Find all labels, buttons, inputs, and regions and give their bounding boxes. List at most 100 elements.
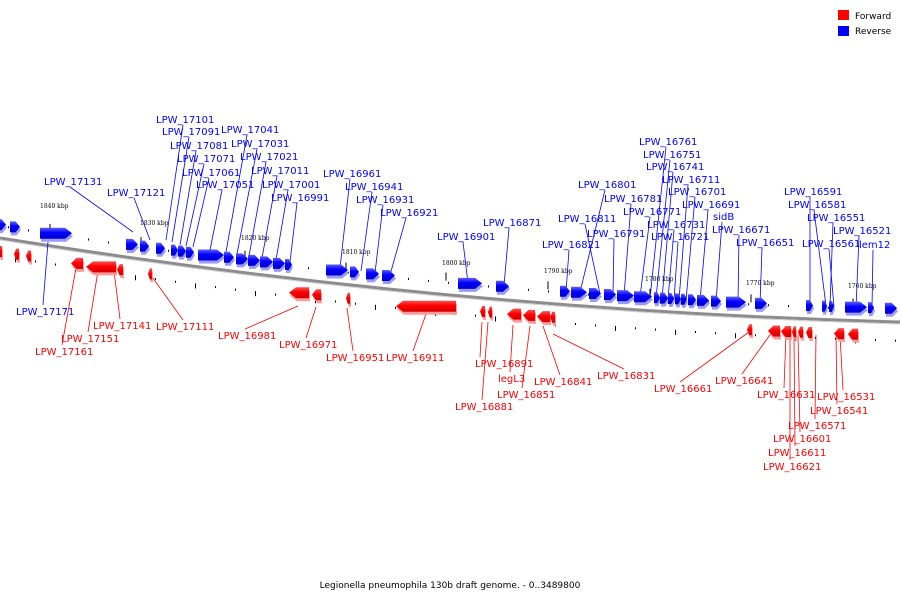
reverse-gene-arrow[interactable]	[126, 238, 138, 250]
reverse-gene-arrow[interactable]	[654, 292, 660, 304]
gene-label[interactable]: LPW_16601	[773, 434, 831, 445]
gene-label[interactable]: LPW_17121	[107, 188, 165, 199]
gene-label[interactable]: LPW_16811	[558, 214, 616, 225]
reverse-gene-arrow[interactable]	[496, 280, 509, 292]
gene-label[interactable]: LPW_16991	[271, 193, 329, 204]
gene-label[interactable]: LPW_16941	[345, 182, 403, 193]
forward-gene-arrow[interactable]	[14, 248, 19, 260]
gene-label[interactable]: LPW_16851	[497, 390, 555, 401]
forward-gene-arrow[interactable]	[798, 326, 803, 338]
gene-label[interactable]: LPW_16891	[475, 359, 533, 370]
gene-label[interactable]: lem12	[859, 240, 890, 251]
gene-label[interactable]: LPW_16551	[807, 213, 865, 224]
gene-label[interactable]: LPW_17151	[61, 334, 119, 345]
reverse-gene-arrow[interactable]	[868, 302, 874, 314]
forward-gene-arrow[interactable]	[289, 287, 309, 299]
gene-label[interactable]: LPW_17141	[93, 321, 151, 332]
forward-gene-arrow[interactable]	[550, 311, 555, 323]
gene-label[interactable]: LPW_16651	[736, 238, 794, 249]
gene-label[interactable]: LPW_17011	[251, 166, 309, 177]
gene-label[interactable]: LPW_16711	[662, 175, 720, 186]
gene-label[interactable]: LPW_16581	[788, 200, 846, 211]
forward-gene-arrow[interactable]	[523, 309, 535, 321]
reverse-gene-arrow[interactable]	[822, 300, 827, 312]
forward-gene-arrow[interactable]	[537, 311, 550, 323]
gene-label[interactable]: LPW_16571	[788, 421, 846, 432]
gene-label[interactable]: LPW_16971	[279, 340, 337, 351]
gene-label[interactable]: LPW_16831	[597, 371, 655, 382]
gene-label[interactable]: LPW_17161	[35, 347, 93, 358]
reverse-gene-arrow[interactable]	[681, 293, 687, 305]
reverse-gene-arrow[interactable]	[458, 277, 482, 289]
reverse-gene-arrow[interactable]	[140, 240, 149, 252]
forward-gene-arrow[interactable]	[507, 308, 521, 320]
gene-label[interactable]: LPW_16761	[639, 137, 697, 148]
gene-label[interactable]: sidB	[713, 212, 734, 223]
reverse-gene-arrow[interactable]	[675, 293, 681, 305]
gene-label[interactable]: LPW_16631	[757, 390, 815, 401]
gene-label[interactable]: LPW_16691	[682, 200, 740, 211]
gene-label[interactable]: LPW_16621	[763, 462, 821, 473]
reverse-gene-arrow[interactable]	[571, 286, 587, 298]
reverse-gene-arrow[interactable]	[829, 300, 834, 312]
forward-gene-arrow[interactable]	[396, 300, 456, 312]
gene-label[interactable]: legL3	[498, 374, 525, 385]
gene-label[interactable]: LPW_16771	[623, 207, 681, 218]
gene-label[interactable]: LPW_16881	[455, 402, 513, 413]
reverse-gene-arrow[interactable]	[617, 290, 634, 302]
reverse-gene-arrow[interactable]	[885, 302, 897, 314]
forward-gene-arrow[interactable]	[86, 261, 116, 273]
reverse-gene-arrow[interactable]	[198, 249, 224, 261]
reverse-gene-arrow[interactable]	[178, 245, 186, 257]
reverse-gene-arrow[interactable]	[589, 287, 601, 299]
forward-gene-arrow[interactable]	[488, 306, 492, 318]
reverse-gene-arrow[interactable]	[171, 244, 178, 256]
gene-label[interactable]: LPW_16801	[578, 180, 636, 191]
reverse-gene-arrow[interactable]	[711, 295, 721, 307]
gene-label[interactable]: LPW_17131	[44, 177, 102, 188]
reverse-gene-arrow[interactable]	[660, 292, 668, 304]
reverse-gene-arrow[interactable]	[726, 296, 746, 308]
forward-gene-arrow[interactable]	[148, 268, 152, 280]
reverse-gene-arrow[interactable]	[326, 264, 348, 276]
reverse-gene-arrow[interactable]	[845, 301, 867, 313]
gene-label[interactable]: LPW_17041	[221, 125, 279, 136]
gene-label[interactable]: LPW_16751	[643, 150, 701, 161]
forward-gene-arrow[interactable]	[848, 328, 858, 340]
reverse-gene-arrow[interactable]	[248, 254, 260, 266]
forward-gene-arrow[interactable]	[792, 326, 796, 338]
gene-label[interactable]: LPW_16611	[768, 448, 826, 459]
gene-label[interactable]: LPW_16911	[386, 353, 444, 364]
forward-gene-arrow[interactable]	[0, 246, 2, 257]
forward-gene-arrow[interactable]	[781, 325, 791, 337]
gene-label[interactable]: LPW_17111	[156, 322, 214, 333]
forward-gene-arrow[interactable]	[747, 324, 752, 336]
gene-label[interactable]: LPW_16521	[833, 226, 891, 237]
forward-gene-arrow[interactable]	[834, 328, 844, 340]
reverse-gene-arrow[interactable]	[224, 251, 234, 263]
gene-label[interactable]: LPW_16821	[542, 240, 600, 251]
gene-label[interactable]: LPW_16591	[784, 187, 842, 198]
reverse-gene-arrow[interactable]	[366, 268, 379, 280]
reverse-gene-arrow[interactable]	[604, 289, 616, 301]
reverse-gene-arrow[interactable]	[260, 256, 273, 268]
gene-label[interactable]: LPW_17171	[16, 307, 74, 318]
gene-label[interactable]: LPW_17031	[231, 139, 289, 150]
gene-label[interactable]: LPW_17061	[182, 168, 240, 179]
gene-label[interactable]: LPW_16961	[323, 169, 381, 180]
gene-label[interactable]: LPW_17021	[240, 152, 298, 163]
reverse-gene-arrow[interactable]	[755, 297, 767, 309]
gene-label[interactable]: LPW_16951	[326, 353, 384, 364]
gene-label[interactable]: LPW_16641	[715, 376, 773, 387]
gene-label[interactable]: LPW_16921	[380, 208, 438, 219]
reverse-gene-arrow[interactable]	[382, 269, 395, 281]
gene-label[interactable]: LPW_16901	[437, 232, 495, 243]
gene-label[interactable]: LPW_16781	[604, 194, 662, 205]
reverse-gene-arrow[interactable]	[697, 294, 709, 306]
reverse-gene-arrow[interactable]	[688, 294, 696, 306]
reverse-gene-arrow[interactable]	[156, 242, 165, 254]
gene-label[interactable]: LPW_16871	[483, 218, 541, 229]
gene-label[interactable]: LPW_17051	[196, 180, 254, 191]
gene-label[interactable]: LPW_17101	[156, 115, 214, 126]
gene-label[interactable]: LPW_16671	[712, 225, 770, 236]
